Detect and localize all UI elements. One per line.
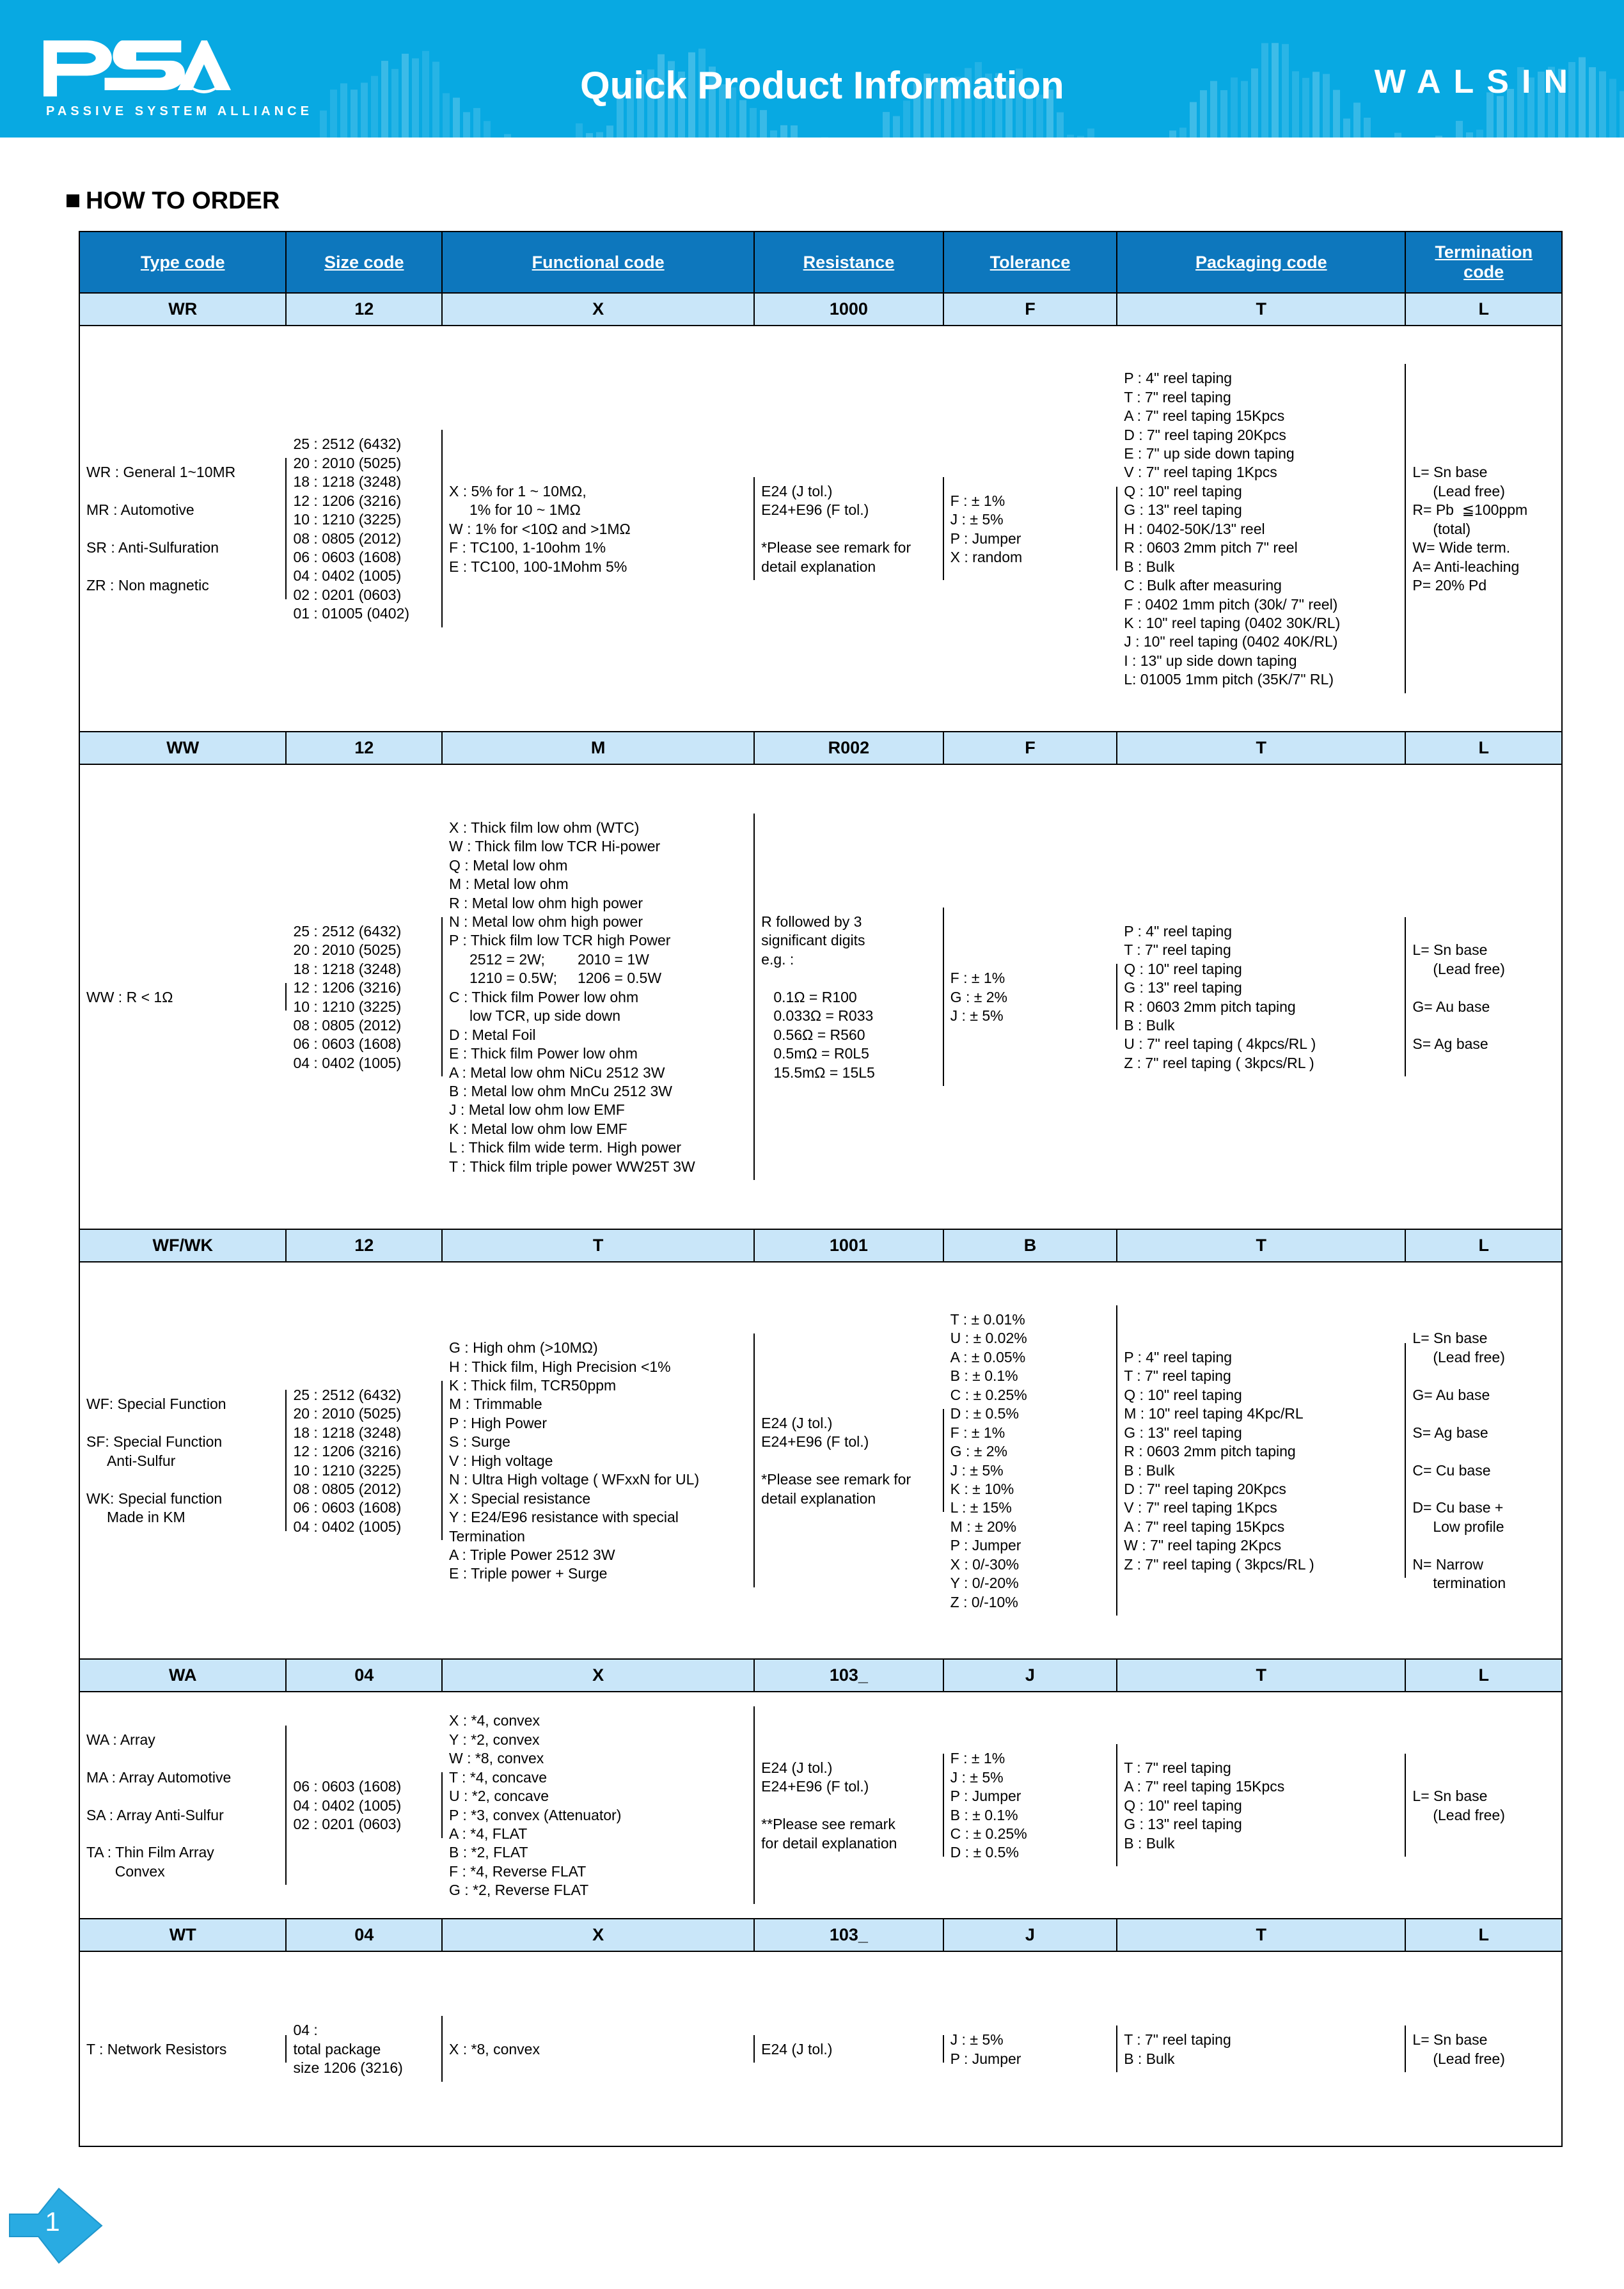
svg-text:1: 1	[45, 2206, 59, 2237]
